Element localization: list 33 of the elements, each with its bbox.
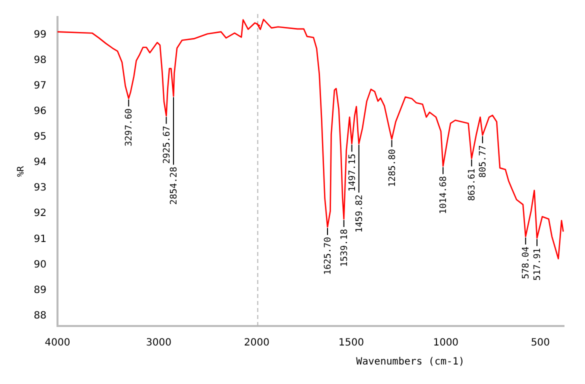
annotation: 2925.67 [162, 126, 172, 164]
y-axis-title: %R [16, 166, 27, 177]
annotation: 863.61 [468, 168, 478, 201]
x-tick-label: 1500 [338, 338, 364, 349]
x-tick-label: 3000 [146, 338, 172, 349]
y-tick-label: 95 [34, 132, 47, 143]
y-tick-label: 97 [34, 80, 47, 92]
x-tick-label: 2000 [244, 338, 270, 349]
annotation: 2854.28 [170, 166, 180, 205]
annotation: 3297.60 [124, 108, 135, 146]
x-tick-label: 4000 [44, 338, 70, 349]
y-tick-label: 90 [34, 259, 47, 270]
annotation: 1285.80 [388, 149, 398, 187]
y-tick-label: 88 [34, 310, 47, 322]
y-tick-label: 99 [34, 29, 47, 40]
y-tick-label: 96 [34, 106, 47, 118]
annotation: 805.77 [478, 145, 489, 178]
annotation: 1497.15 [348, 154, 358, 192]
annotation: 1459.82 [354, 194, 365, 233]
y-tick-label: 94 [34, 157, 47, 168]
y-tick-label: 91 [34, 234, 47, 245]
y-tick-label: 98 [34, 55, 47, 66]
x-tick-label: 500 [530, 338, 550, 349]
x-tick-label: 1000 [433, 338, 459, 349]
y-tick-label: 89 [34, 284, 47, 296]
annotation: 1625.70 [324, 236, 334, 275]
annotation: 517.91 [532, 248, 543, 281]
annotation: 1014.68 [439, 176, 450, 214]
x-axis-title: Wavenumbers (cm-1) [356, 356, 465, 368]
annotation: 1539.18 [340, 228, 350, 267]
y-tick-label: 93 [34, 182, 47, 194]
y-tick-label: 92 [34, 208, 47, 220]
annotation: 578.04 [522, 246, 532, 280]
